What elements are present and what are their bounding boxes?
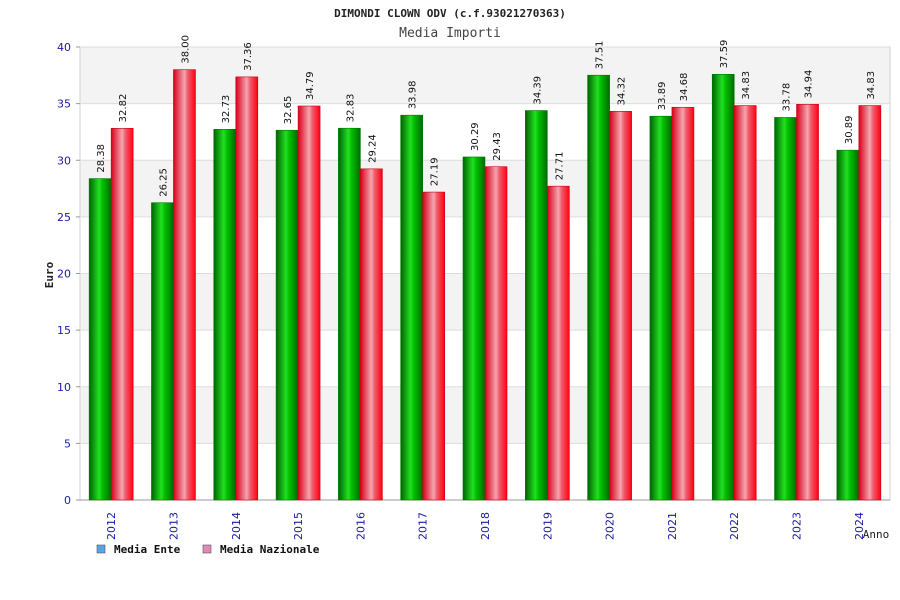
legend-label: Media Nazionale [220, 543, 320, 556]
chart-title: DIMONDI CLOWN ODV (c.f.93021270363) [334, 7, 566, 20]
value-label: 34.94 [804, 70, 815, 99]
bar-media-ente-2014 [213, 129, 237, 501]
bar-media-nazionale-2019 [547, 185, 570, 501]
bar-media-ente-2016 [338, 127, 361, 501]
x-axis-label: Anno [863, 528, 890, 541]
value-label: 30.89 [844, 116, 855, 145]
bar-media-nazionale-2015 [297, 105, 321, 501]
y-axis-label: Euro [43, 261, 56, 288]
x-tick-label: 2012 [105, 512, 118, 540]
plot-band [80, 47, 890, 104]
x-axis-ticks: 2012 2013 2014 2015 2016 2017 2018 2019 2020 2021… [105, 512, 866, 540]
bar-media-ente-2020 [587, 74, 610, 501]
bar-media-nazionale-2020 [609, 111, 632, 501]
x-tick-label: 2015 [292, 512, 305, 540]
value-label: 34.68 [679, 73, 690, 102]
bar-media-nazionale-2012 [110, 128, 134, 501]
y-tick-label: 15 [57, 324, 71, 337]
bar-media-nazionale-2016 [360, 168, 383, 501]
bar-media-nazionale-2014 [235, 76, 259, 501]
x-tick-label: 2014 [230, 512, 243, 540]
bar-media-ente-2024 [836, 149, 860, 501]
legend-swatch [202, 544, 212, 554]
value-label: 34.83 [741, 71, 752, 100]
chart-subtitle: Media Importi [399, 26, 501, 41]
value-label: 29.43 [492, 132, 503, 161]
value-label: 32.82 [118, 94, 129, 123]
x-tick-label: 2024 [853, 512, 866, 540]
bar-media-nazionale-2013 [173, 69, 196, 501]
value-label: 37.51 [595, 41, 606, 70]
x-tick-label: 2017 [417, 512, 430, 540]
value-label: 33.78 [782, 83, 793, 112]
bar-media-ente-2023 [774, 117, 797, 501]
value-label: 38.00 [180, 35, 191, 64]
bar-media-ente-2012 [88, 178, 112, 501]
value-label: 34.83 [866, 71, 877, 100]
value-label: 32.73 [221, 95, 232, 124]
y-tick-label: 30 [57, 154, 71, 167]
bar-media-nazionale-2017 [422, 191, 445, 501]
bar-media-nazionale-2023 [796, 104, 819, 501]
y-tick-label: 25 [57, 211, 71, 224]
x-tick-label: 2021 [666, 512, 679, 540]
x-tick-label: 2016 [354, 512, 367, 540]
x-tick-label: 2020 [604, 512, 617, 540]
value-label: 34.39 [532, 76, 543, 105]
y-tick-label: 40 [57, 41, 71, 54]
value-label: 26.25 [158, 168, 169, 197]
bar-media-ente-2017 [400, 114, 423, 501]
plot-band [80, 103, 890, 161]
legend-swatch [96, 544, 106, 554]
value-label: 33.89 [657, 82, 668, 111]
y-tick-label: 20 [57, 268, 71, 281]
y-tick-label: 0 [64, 494, 71, 507]
bars [88, 69, 882, 501]
value-label: 33.98 [408, 81, 419, 110]
y-tick-label: 35 [57, 98, 71, 111]
x-tick-label: 2018 [479, 512, 492, 540]
bar-media-ente-2018 [462, 156, 486, 501]
x-tick-label: 2013 [167, 512, 180, 540]
value-label: 27.19 [430, 157, 441, 186]
value-label: 32.65 [283, 96, 294, 125]
value-label: 34.32 [617, 77, 628, 106]
x-tick-label: 2022 [728, 512, 741, 540]
x-tick-label: 2023 [791, 512, 804, 540]
bar-media-nazionale-2022 [733, 105, 757, 501]
y-axis-ticks: 0 5 10 15 20 25 30 35 40 [57, 41, 71, 507]
value-label: 28.38 [96, 144, 107, 173]
value-label: 37.36 [243, 42, 254, 71]
bar-media-ente-2015 [275, 129, 299, 501]
x-tick-label: 2019 [541, 512, 554, 540]
value-label: 34.79 [305, 71, 316, 100]
bar-media-ente-2013 [151, 202, 174, 501]
bar-media-nazionale-2018 [484, 166, 508, 501]
value-label: 37.59 [719, 40, 730, 69]
y-tick-label: 5 [64, 437, 71, 450]
legend: Media Ente Media Nazionale [96, 543, 320, 556]
bar-media-ente-2022 [711, 73, 735, 501]
y-tick-label: 10 [57, 381, 71, 394]
bar-media-nazionale-2024 [858, 105, 882, 501]
value-label: 32.83 [345, 94, 356, 123]
value-label: 27.71 [554, 152, 565, 181]
value-label: 30.29 [470, 122, 481, 151]
value-label: 29.24 [367, 134, 378, 163]
legend-label: Media Ente [114, 543, 181, 556]
bar-media-nazionale-2021 [671, 106, 695, 501]
bar-media-ente-2019 [525, 110, 548, 501]
value-labels: 28.38 32.82 26.25 38.00 32.73 37.36 32.65 34.79… [96, 35, 877, 197]
bar-media-ente-2021 [649, 115, 673, 501]
